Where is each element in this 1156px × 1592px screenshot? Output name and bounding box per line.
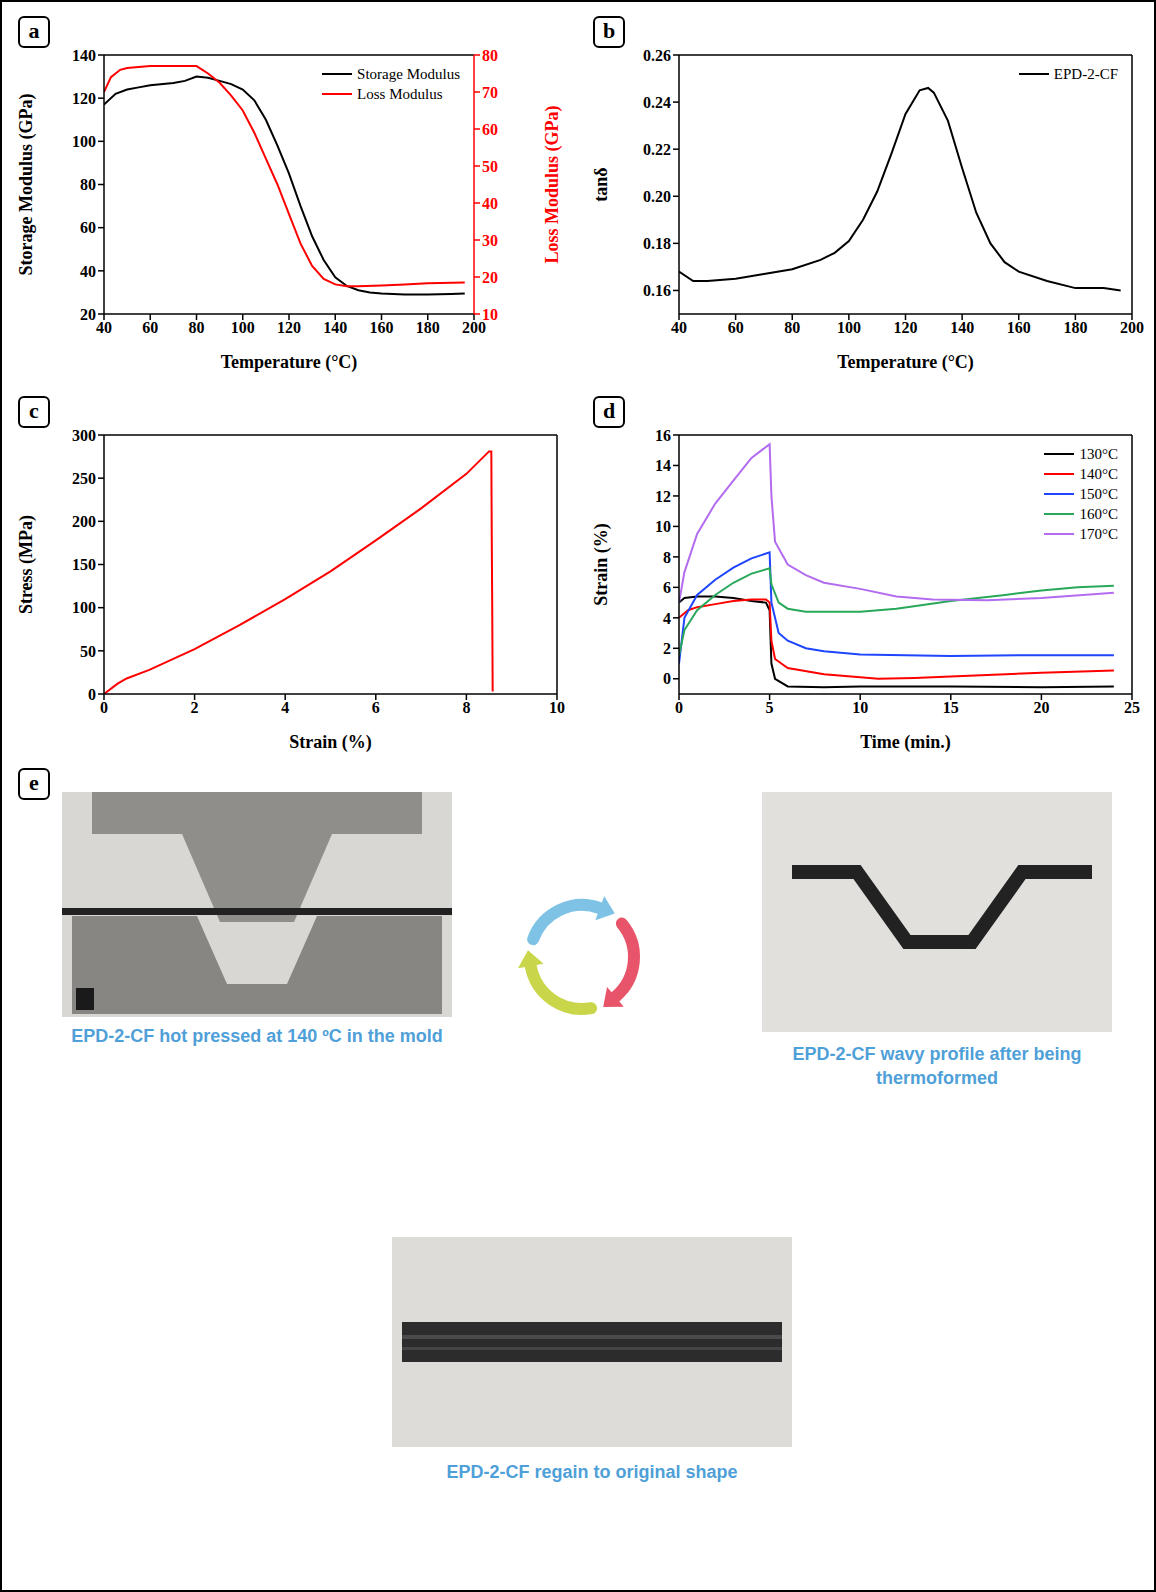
- svg-text:100: 100: [231, 319, 255, 336]
- svg-text:Loss Modulus (GPa): Loss Modulus (GPa): [542, 105, 563, 263]
- html-text:d: d: [602, 398, 616, 423]
- svg-text:140: 140: [72, 47, 96, 64]
- svg-text:Temperature (°C): Temperature (°C): [837, 352, 974, 373]
- svg-text:200: 200: [1120, 319, 1144, 336]
- svg-text:80: 80: [482, 47, 498, 64]
- svg-text:tanδ: tanδ: [591, 167, 611, 201]
- svg-text:0: 0: [675, 699, 683, 716]
- svg-text:80: 80: [80, 176, 96, 193]
- svg-text:16: 16: [655, 427, 671, 444]
- svg-text:140: 140: [950, 319, 974, 336]
- svg-text:0: 0: [663, 670, 671, 687]
- svg-text:70: 70: [482, 84, 498, 101]
- svg-text:30: 30: [482, 232, 498, 249]
- svg-text:80: 80: [189, 319, 205, 336]
- svg-text:10: 10: [482, 306, 498, 323]
- svg-text:8: 8: [462, 699, 470, 716]
- html-text:b: b: [602, 18, 616, 43]
- svg-text:120: 120: [277, 319, 301, 336]
- svg-text:0.24: 0.24: [643, 94, 671, 111]
- html-text:EPD-2-CF: EPD-2-CF: [1053, 65, 1118, 82]
- svg-text:60: 60: [142, 319, 158, 336]
- svg-text:140: 140: [323, 319, 347, 336]
- svg-text:10: 10: [549, 699, 565, 716]
- svg-text:Strain (%): Strain (%): [289, 732, 372, 753]
- svg-text:160: 160: [370, 319, 394, 336]
- svg-text:40: 40: [671, 319, 687, 336]
- html-text:170°C: 170°C: [1079, 525, 1118, 542]
- svg-text:20: 20: [1033, 699, 1049, 716]
- svg-text:20: 20: [482, 269, 498, 286]
- html-text:c: c: [29, 398, 39, 423]
- svg-text:80: 80: [784, 319, 800, 336]
- svg-text:60: 60: [80, 219, 96, 236]
- svg-text:0: 0: [88, 686, 96, 703]
- svg-text:100: 100: [837, 319, 861, 336]
- svg-text:4: 4: [281, 699, 289, 716]
- svg-text:200: 200: [72, 513, 96, 530]
- svg-text:250: 250: [72, 470, 96, 487]
- html-text:160°C: 160°C: [1079, 505, 1118, 522]
- svg-text:Strain (%): Strain (%): [591, 523, 612, 606]
- svg-text:150: 150: [72, 556, 96, 573]
- svg-text:Stress (MPa): Stress (MPa): [16, 515, 37, 614]
- svg-text:10: 10: [655, 518, 671, 535]
- svg-text:Time (min.): Time (min.): [860, 732, 951, 753]
- svg-text:100: 100: [72, 133, 96, 150]
- svg-text:Storage Modulus (GPa): Storage Modulus (GPa): [16, 93, 37, 275]
- svg-text:0.18: 0.18: [643, 235, 671, 252]
- svg-text:4: 4: [663, 610, 671, 627]
- svg-text:50: 50: [482, 158, 498, 175]
- svg-text:6: 6: [372, 699, 380, 716]
- svg-text:0.16: 0.16: [643, 282, 671, 299]
- html-text:EPD-2-CF regain to original sh: EPD-2-CF regain to original shape: [446, 1462, 738, 1482]
- svg-text:2: 2: [191, 699, 199, 716]
- html-text:a: a: [28, 18, 40, 43]
- svg-text:60: 60: [728, 319, 744, 336]
- svg-text:0.22: 0.22: [643, 141, 671, 158]
- svg-text:10: 10: [852, 699, 868, 716]
- svg-text:100: 100: [72, 599, 96, 616]
- html-text:EPD-2-CF wavy profile after be: EPD-2-CF wavy profile after being thermo…: [792, 1044, 1082, 1088]
- html-text:Loss Modulus: Loss Modulus: [357, 85, 443, 102]
- html-text:Storage Modulus: Storage Modulus: [357, 65, 460, 82]
- html-text:EPD-2-CF hot pressed at 140 ºC: EPD-2-CF hot pressed at 140 ºC in the mo…: [71, 1026, 443, 1046]
- svg-text:300: 300: [72, 427, 96, 444]
- svg-text:200: 200: [462, 319, 486, 337]
- svg-text:5: 5: [766, 699, 774, 716]
- svg-text:160: 160: [1007, 319, 1031, 336]
- svg-text:15: 15: [943, 699, 959, 716]
- svg-text:Temperature (°C): Temperature (°C): [221, 352, 358, 373]
- svg-text:0.20: 0.20: [643, 188, 671, 205]
- svg-text:20: 20: [80, 306, 96, 323]
- svg-text:0.26: 0.26: [643, 47, 671, 64]
- svg-text:6: 6: [663, 579, 671, 596]
- html-text:140°C: 140°C: [1079, 465, 1118, 482]
- svg-text:180: 180: [416, 319, 440, 336]
- svg-text:40: 40: [80, 263, 96, 280]
- svg-text:12: 12: [655, 488, 671, 505]
- svg-text:14: 14: [655, 457, 671, 474]
- html-text:130°C: 130°C: [1079, 445, 1118, 462]
- svg-text:25: 25: [1124, 699, 1140, 716]
- svg-text:120: 120: [72, 90, 96, 107]
- svg-text:60: 60: [482, 121, 498, 138]
- svg-text:2: 2: [663, 640, 671, 657]
- svg-text:50: 50: [80, 643, 96, 660]
- svg-text:40: 40: [482, 195, 498, 212]
- svg-text:40: 40: [96, 319, 112, 336]
- svg-text:8: 8: [663, 549, 671, 566]
- html-text:150°C: 150°C: [1079, 485, 1118, 502]
- html-text:e: e: [29, 770, 39, 795]
- svg-text:0: 0: [100, 699, 108, 716]
- svg-text:120: 120: [894, 319, 918, 336]
- svg-text:180: 180: [1063, 319, 1087, 336]
